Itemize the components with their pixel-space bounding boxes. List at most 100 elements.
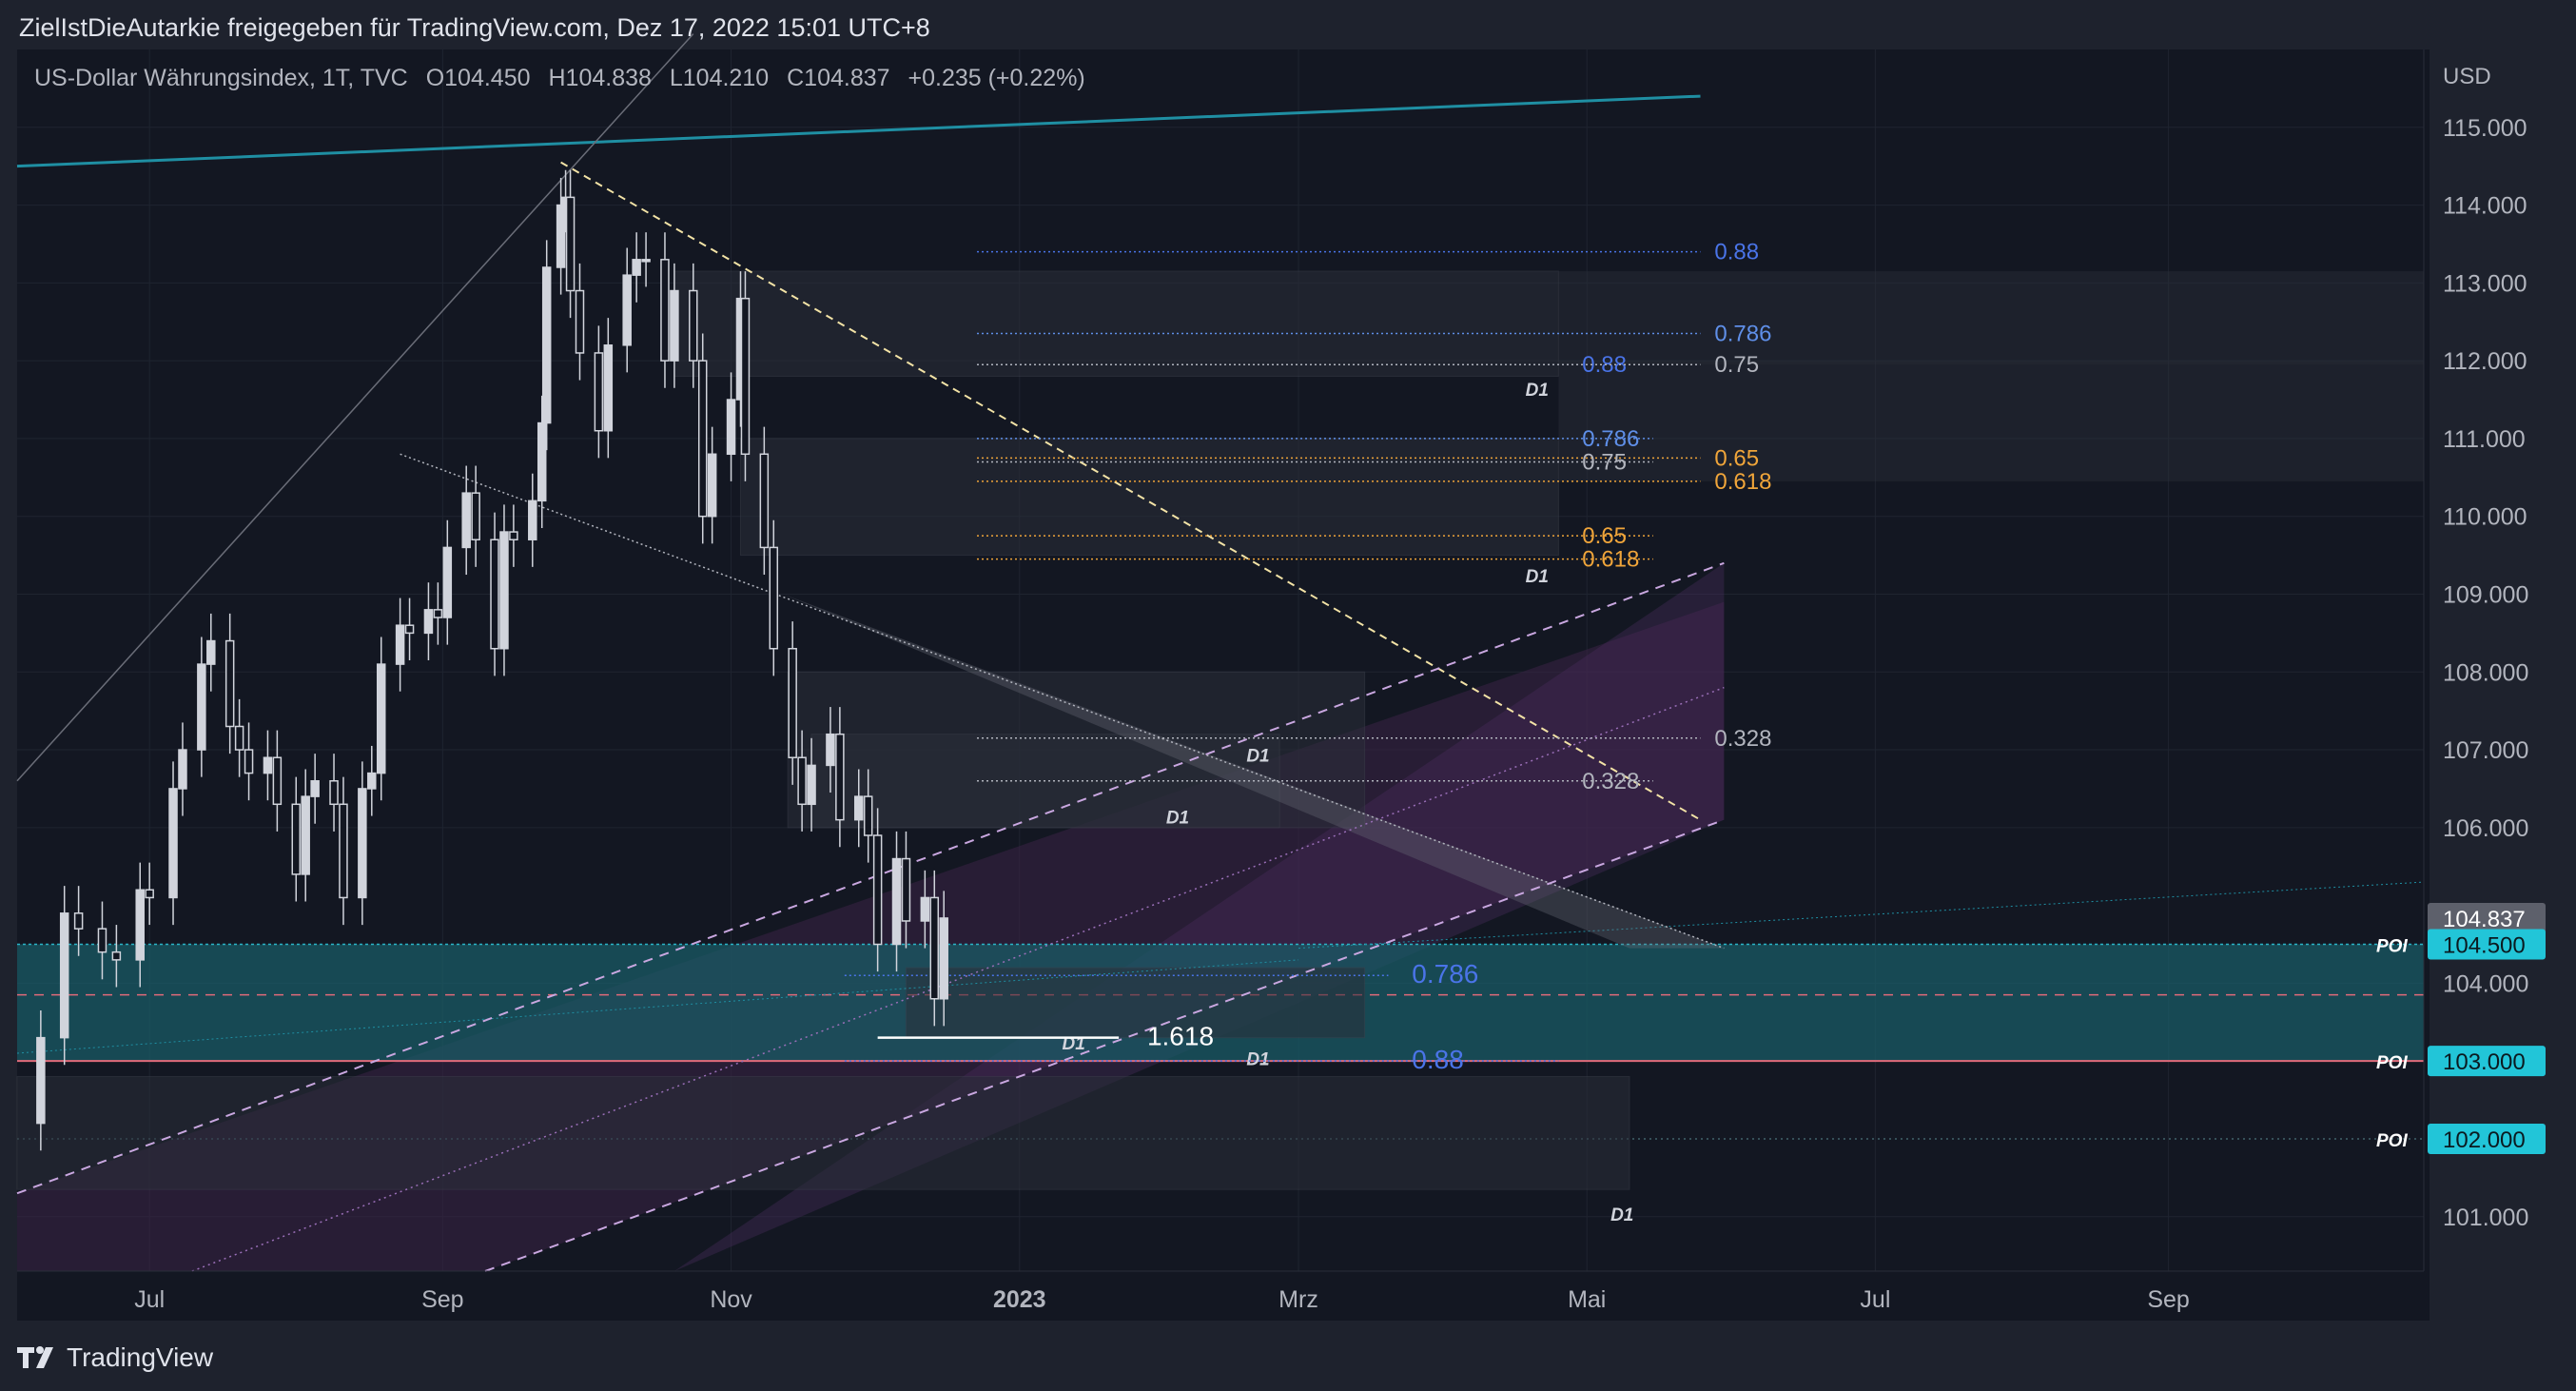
- y-tick-label: 106.000: [2443, 815, 2528, 842]
- currency-label: USD: [2443, 64, 2491, 89]
- supply-demand-box: [673, 270, 1559, 377]
- candle-body: [244, 749, 254, 774]
- candle-body: [707, 453, 717, 518]
- price-label: [2428, 929, 2546, 960]
- price-label: [2428, 1046, 2546, 1077]
- price-label: [2428, 1123, 2546, 1154]
- candle-body: [528, 500, 537, 540]
- trendline-teal-dotted: [16, 959, 1299, 1054]
- x-tick-label: Mai: [1568, 1286, 1606, 1313]
- candle-body: [835, 733, 845, 821]
- chart-attribution: ZielIstDieAutarkie freigegeben für Tradi…: [19, 13, 930, 42]
- candle-body: [541, 266, 552, 424]
- candle-body: [556, 204, 566, 268]
- x-tick-label: Jul: [134, 1286, 165, 1313]
- channel-line-purple: [484, 818, 1725, 1272]
- channel-line-purple: [16, 561, 1725, 1195]
- candle-body: [404, 624, 415, 635]
- candle-body: [433, 609, 443, 618]
- tradingview-brand: TradingView: [67, 1342, 214, 1372]
- candle-body: [59, 912, 69, 1039]
- fib-label: 1.618: [1147, 1022, 1214, 1051]
- fib-label: 0.786: [1582, 426, 1639, 452]
- candle-body: [73, 912, 84, 930]
- y-tick-label: 107.000: [2443, 737, 2528, 764]
- price-label: [2428, 902, 2546, 933]
- candle-body: [863, 795, 873, 836]
- supply-demand-box: [905, 967, 1366, 1039]
- y-tick-label: 111.000: [2443, 426, 2526, 453]
- candle-body: [224, 639, 235, 728]
- candle-body: [301, 795, 310, 875]
- candle-body: [565, 196, 576, 292]
- d1-label: D1: [1610, 1205, 1633, 1225]
- candle-body: [97, 928, 107, 953]
- candle-body: [726, 399, 736, 456]
- ohlc-change: +0.235 (+0.22%): [907, 65, 1085, 91]
- d1-label: D1: [1526, 567, 1549, 587]
- candle-body: [471, 492, 480, 540]
- candle-body: [367, 772, 377, 790]
- price-label-text: 103.000: [2443, 1049, 2526, 1075]
- grey-wedge: [783, 594, 1725, 949]
- x-tick-label: Mrz: [1278, 1286, 1318, 1313]
- candle-body: [697, 360, 708, 518]
- candle-body: [788, 647, 797, 758]
- candle-body: [929, 896, 940, 1000]
- candle-body: [135, 889, 145, 961]
- candle-body: [509, 531, 518, 540]
- candle-body: [168, 788, 178, 899]
- fib-label: 0.786: [1714, 322, 1771, 347]
- fib-label: 0.75: [1582, 449, 1627, 475]
- candle-body: [339, 803, 348, 899]
- candle-body: [442, 546, 453, 618]
- ohlc-high: H104.838: [548, 65, 652, 91]
- price-label-text: 104.837: [2443, 907, 2526, 932]
- candle-body: [358, 788, 367, 899]
- y-tick-label: 110.000: [2443, 504, 2527, 531]
- supply-demand-box: [1558, 271, 2424, 481]
- candle-body: [263, 756, 273, 774]
- candle-body: [423, 609, 434, 635]
- candle-body: [901, 857, 911, 922]
- candle-body: [891, 857, 902, 946]
- symbol-name[interactable]: US-Dollar Währungsindex, 1T, TVC: [34, 65, 408, 91]
- candle-body: [769, 546, 779, 650]
- ohlc-open: O104.450: [425, 65, 531, 91]
- fib-label: 0.328: [1714, 726, 1771, 752]
- y-tick-label: 108.000: [2443, 659, 2528, 686]
- tradingview-footer[interactable]: TradingView: [17, 1337, 213, 1379]
- candle-body: [272, 756, 283, 806]
- fib-label: 0.88: [1412, 1045, 1464, 1074]
- y-tick-label: 109.000: [2443, 581, 2528, 608]
- x-tick-label: Sep: [421, 1286, 463, 1313]
- candle-body: [36, 1036, 46, 1125]
- candle-body: [826, 733, 835, 767]
- supply-demand-box: [1558, 361, 2424, 365]
- candle-body: [807, 764, 816, 806]
- supply-demand-box: [739, 438, 1559, 557]
- symbol-legend: US-Dollar Währungsindex, 1T, TVC O104.45…: [34, 65, 1097, 92]
- x-tick-label: 2023: [993, 1286, 1046, 1313]
- fib-label: 0.618: [1582, 547, 1639, 573]
- candle-body: [872, 834, 883, 946]
- candle-body: [797, 756, 807, 806]
- y-tick-label: 115.000: [2443, 115, 2527, 142]
- candle-body: [854, 795, 864, 821]
- candle-body: [670, 289, 679, 362]
- candle-body: [291, 803, 302, 875]
- y-tick-label: 101.000: [2443, 1205, 2528, 1231]
- candle-body: [499, 531, 509, 650]
- trendline-grey: [16, 33, 694, 782]
- candle-body: [461, 492, 471, 549]
- fib-label: 0.88: [1714, 240, 1759, 265]
- candle-body: [622, 274, 632, 346]
- y-tick-label: 113.000: [2443, 270, 2527, 297]
- d1-label: D1: [1246, 746, 1269, 766]
- candle-body: [395, 624, 405, 665]
- fib-label: 0.786: [1412, 959, 1478, 989]
- d1-label: D1: [1526, 381, 1549, 401]
- candle-body: [920, 896, 930, 922]
- poi-tag: POI: [2376, 1131, 2408, 1151]
